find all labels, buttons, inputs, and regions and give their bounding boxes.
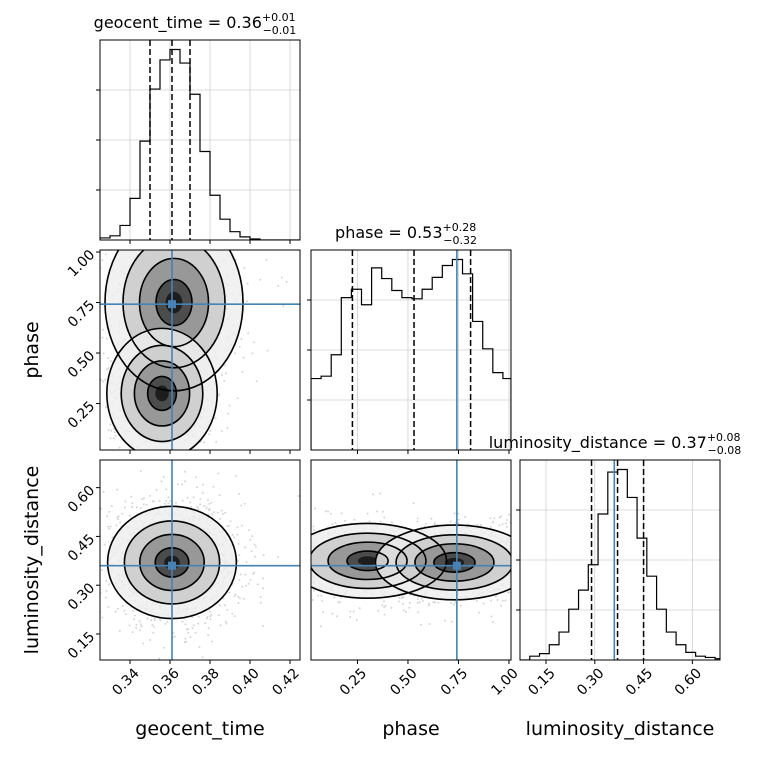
x-tick-label: 0.40	[229, 665, 262, 698]
histogram-panel-luminosity_distance	[516, 459, 721, 661]
density-level	[357, 556, 378, 566]
x-tick-label: 0.42	[269, 665, 302, 698]
y-tick-label: 0.30	[65, 580, 98, 613]
x-axis-label-phase: phase	[382, 718, 439, 740]
x-tick-label: 0.34	[109, 665, 142, 698]
y-axis-label-phase: phase	[21, 321, 43, 378]
histogram-line	[520, 468, 720, 660]
y-axis-label-luminosity_distance: luminosity_distance	[21, 466, 43, 655]
y-tick-label: 0.15	[65, 629, 98, 662]
panel-frame	[310, 459, 512, 661]
x-tick-label: 0.75	[438, 665, 471, 698]
panel-frame	[519, 459, 721, 661]
x-tick-label: 0.38	[189, 665, 222, 698]
panel-title-geocent_time: geocent_time = 0.36+0.01 −0.01	[94, 11, 297, 37]
x-tick-label: 0.60	[672, 665, 705, 698]
panel-title-phase: phase = 0.53+0.28 −0.32	[335, 221, 477, 247]
y-tick-label: 0.45	[65, 531, 98, 564]
x-axis-label-geocent_time: geocent_time	[135, 718, 264, 740]
contour-line	[395, 534, 511, 591]
panel-frame	[310, 249, 512, 451]
contour-line	[374, 524, 511, 601]
contour-line	[133, 360, 191, 427]
x-tick-label: 0.25	[337, 665, 370, 698]
contour-line	[122, 250, 226, 369]
contour-line	[104, 250, 244, 392]
y-tick-label: 0.60	[65, 483, 98, 516]
x-tick-label: 0.45	[623, 665, 656, 698]
y-tick-label: 0.50	[65, 348, 98, 381]
truth-marker	[168, 300, 176, 309]
histogram-line	[311, 258, 511, 450]
x-tick-label: 1.00	[488, 665, 521, 698]
y-tick-label: 0.25	[65, 399, 98, 432]
panel-title-luminosity_distance: luminosity_distance = 0.37+0.08 −0.08	[489, 431, 742, 457]
x-tick-label: 0.36	[149, 665, 182, 698]
panel-frame	[99, 459, 301, 661]
y-tick-label: 0.75	[65, 298, 98, 331]
histogram-panel-phase	[307, 249, 512, 451]
contour-line	[106, 327, 218, 450]
x-tick-label: 0.50	[387, 665, 420, 698]
contour-line	[346, 550, 389, 572]
x-tick-label: 0.15	[525, 665, 558, 698]
contour-line	[155, 278, 193, 327]
contour-line	[433, 551, 476, 573]
contour-line	[311, 522, 448, 600]
contour-line	[120, 344, 204, 443]
contour-line	[327, 541, 408, 581]
histogram-panel-geocent_time	[96, 39, 301, 241]
x-tick-label: 0.30	[574, 665, 607, 698]
truth-marker	[452, 561, 461, 570]
joint-panel-phase-luminosity_distance	[311, 460, 511, 660]
contour-line	[311, 532, 427, 590]
x-axis-label-luminosity_distance: luminosity_distance	[526, 718, 715, 740]
joint-panel-geocent_time-luminosity_distance	[100, 460, 300, 660]
contour-line	[414, 542, 495, 582]
contour-line	[146, 375, 178, 412]
truth-marker	[168, 561, 176, 570]
joint-panel-geocent_time-phase	[100, 250, 300, 450]
y-tick-label: 1.00	[65, 247, 98, 280]
panel-frame	[99, 39, 301, 241]
panel-frame	[99, 249, 301, 451]
